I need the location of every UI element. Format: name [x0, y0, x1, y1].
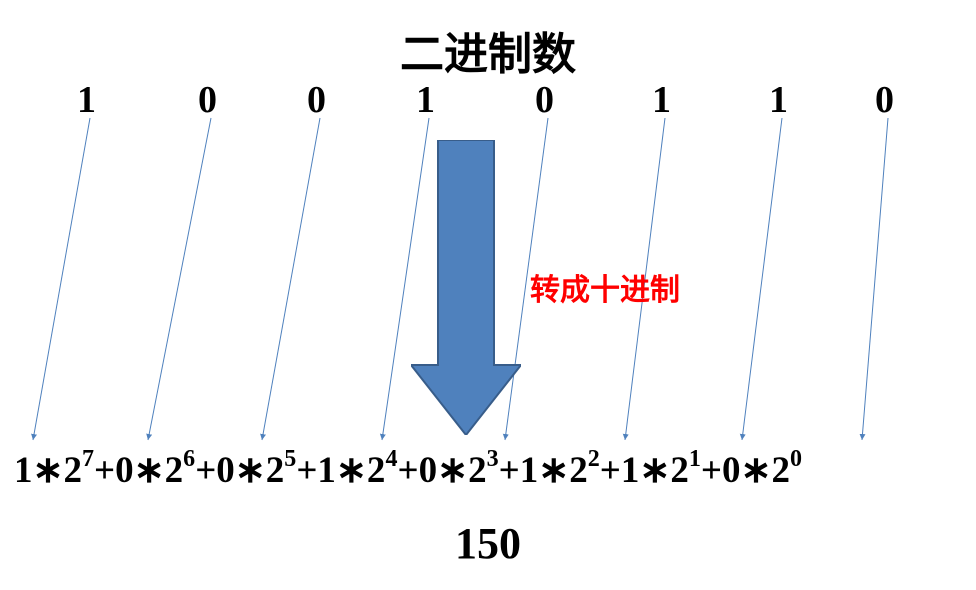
result-value: 150: [0, 518, 976, 569]
bit-1: 0: [198, 78, 217, 122]
bit-3: 1: [416, 78, 435, 122]
formula-term-3: 1∗24: [317, 450, 397, 491]
down-arrow-icon: [411, 140, 521, 435]
formula-term-5: 1∗22: [520, 450, 600, 491]
bit-4: 0: [535, 78, 554, 122]
convert-label: 转成十进制: [530, 265, 680, 309]
diagram-title: 二进制数: [0, 18, 976, 82]
expansion-formula: 1∗27+0∗26+0∗25+1∗24+0∗23+1∗22+1∗21+0∗20: [14, 448, 802, 492]
bit-6: 1: [769, 78, 788, 122]
formula-term-1: 0∗26: [115, 450, 195, 491]
formula-term-0: 1∗27: [14, 450, 94, 491]
bit-5: 1: [652, 78, 671, 122]
binary-bits-row: 1 0 0 1 0 1 1 0: [0, 78, 976, 128]
bit-2: 0: [307, 78, 326, 122]
formula-term-7: 0∗20: [722, 450, 802, 491]
formula-term-6: 1∗21: [621, 450, 701, 491]
bit-7: 0: [875, 78, 894, 122]
formula-term-4: 0∗23: [419, 450, 499, 491]
formula-term-2: 0∗25: [216, 450, 296, 491]
bit-0: 1: [77, 78, 96, 122]
